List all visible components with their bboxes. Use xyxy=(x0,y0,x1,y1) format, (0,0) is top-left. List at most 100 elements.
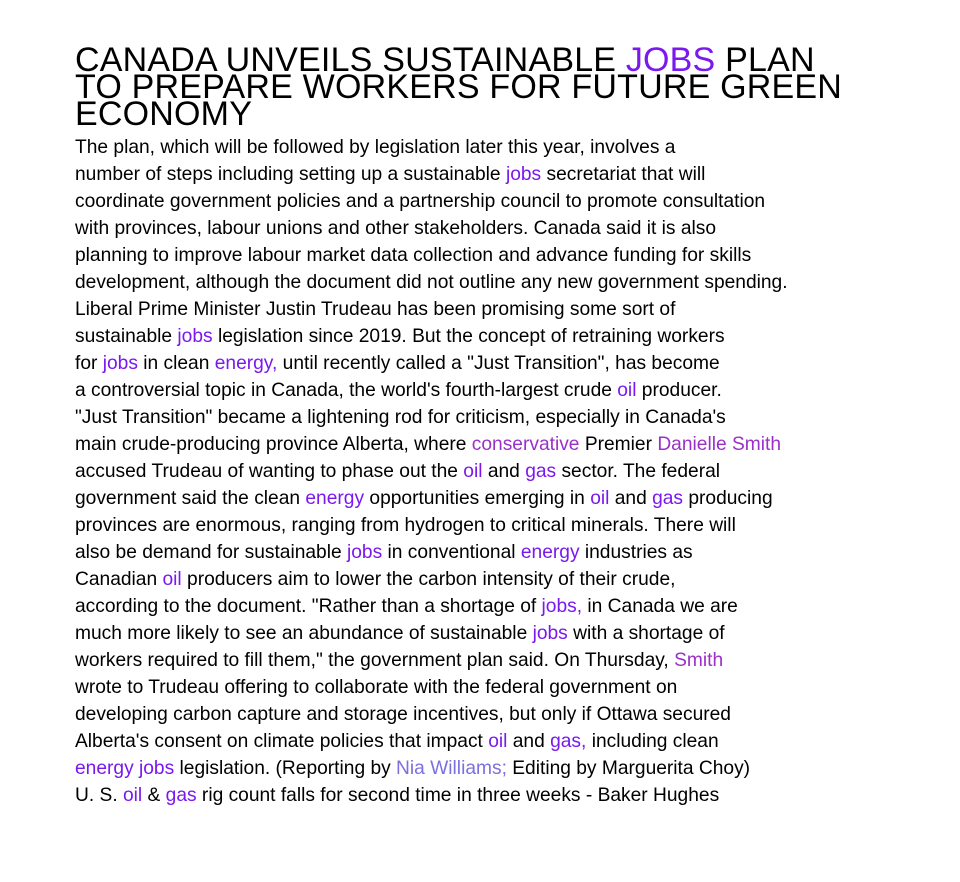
text-segment: legislation since 2019. But the concept … xyxy=(212,326,725,347)
highlighted-keyword: jobs xyxy=(102,353,138,374)
text-segment: U. S. xyxy=(75,785,123,806)
body-line: number of steps including setting up a s… xyxy=(75,161,955,188)
highlighted-keyword: oil xyxy=(617,380,637,401)
body-line: main crude-producing province Alberta, w… xyxy=(75,431,955,458)
text-segment: TO PREPARE WORKERS FOR FUTURE GREEN xyxy=(75,68,843,106)
text-segment: until recently called a "Just Transition… xyxy=(277,353,720,374)
text-segment: according to the document. "Rather than … xyxy=(75,596,542,617)
body-line: The plan, which will be followed by legi… xyxy=(75,134,955,161)
text-segment: sector. The federal xyxy=(556,461,721,482)
text-segment: sustainable xyxy=(75,326,178,347)
body-line: wrote to Trudeau offering to collaborate… xyxy=(75,674,955,701)
text-segment: main crude-producing province Alberta, w… xyxy=(75,434,472,455)
text-segment: "Just Transition" became a lightening ro… xyxy=(75,407,726,428)
body-line: provinces are enormous, ranging from hyd… xyxy=(75,512,955,539)
headline-line: TO PREPARE WORKERS FOR FUTURE GREEN xyxy=(75,65,955,106)
body-line: for jobs in clean energy, until recently… xyxy=(75,350,955,377)
highlighted-keyword: energy xyxy=(520,542,580,563)
text-segment: The plan, which will be followed by legi… xyxy=(75,137,676,158)
text-segment: secretariat that will xyxy=(541,164,706,185)
article: CANADA UNVEILS SUSTAINABLE JOBS PLAN TO P… xyxy=(75,38,955,809)
text-segment: wrote to Trudeau offering to collaborate… xyxy=(75,677,678,698)
headline-line: CANADA UNVEILS SUSTAINABLE JOBS PLAN xyxy=(75,38,955,79)
body-line: Liberal Prime Minister Justin Trudeau ha… xyxy=(75,296,955,323)
article-headline: CANADA UNVEILS SUSTAINABLE JOBS PLAN TO P… xyxy=(75,38,955,133)
text-segment: CANADA UNVEILS SUSTAINABLE xyxy=(75,41,626,79)
highlighted-keyword: gas, xyxy=(550,731,587,752)
text-segment: and xyxy=(609,488,653,509)
text-segment: producer. xyxy=(636,380,722,401)
text-segment: accused Trudeau of wanting to phase out … xyxy=(75,461,464,482)
highlighted-keyword: energy, xyxy=(214,353,278,374)
text-segment: workers required to fill them," the gove… xyxy=(75,650,675,671)
text-segment: PLAN xyxy=(715,41,815,79)
text-segment: and xyxy=(482,461,526,482)
text-segment: & xyxy=(142,785,166,806)
highlighted-keyword: jobs xyxy=(347,542,383,563)
highlighted-keyword: jobs xyxy=(532,623,568,644)
text-segment: for xyxy=(75,353,103,374)
body-line: sustainable jobs legislation since 2019.… xyxy=(75,323,955,350)
body-line: development, although the document did n… xyxy=(75,269,955,296)
body-line: U. S. oil & gas rig count falls for seco… xyxy=(75,782,955,809)
text-segment: government said the clean xyxy=(75,488,306,509)
text-segment: Liberal Prime Minister Justin Trudeau ha… xyxy=(75,299,676,320)
body-line: developing carbon capture and storage in… xyxy=(75,701,955,728)
text-segment: Canadian xyxy=(75,569,163,590)
body-line: Canadian oil producers aim to lower the … xyxy=(75,566,955,593)
text-segment: planning to improve labour market data c… xyxy=(75,245,752,266)
text-segment: Premier xyxy=(579,434,658,455)
body-line: coordinate government policies and a par… xyxy=(75,188,955,215)
article-body: The plan, which will be followed by legi… xyxy=(75,134,955,809)
highlighted-keyword: oil xyxy=(122,785,143,806)
text-segment: number of steps including setting up a s… xyxy=(75,164,506,185)
highlighted-keyword: conservative xyxy=(471,434,580,455)
body-line: a controversial topic in Canada, the wor… xyxy=(75,377,955,404)
text-segment: and xyxy=(507,731,551,752)
text-segment: Editing by Marguerita Choy) xyxy=(506,758,751,779)
body-line: also be demand for sustainable jobs in c… xyxy=(75,539,955,566)
body-line: workers required to fill them," the gove… xyxy=(75,647,955,674)
text-segment: much more likely to see an abundance of … xyxy=(75,623,533,644)
highlighted-keyword: oil xyxy=(463,461,483,482)
body-line: energy jobs legislation. (Reporting by N… xyxy=(75,755,955,782)
highlighted-keyword: oil xyxy=(488,731,508,752)
text-segment: in clean xyxy=(137,353,215,374)
highlighted-keyword: jobs, xyxy=(541,596,583,617)
text-segment: coordinate government policies and a par… xyxy=(75,191,766,212)
body-line: planning to improve labour market data c… xyxy=(75,242,955,269)
text-segment: development, although the document did n… xyxy=(75,272,788,293)
highlighted-keyword: oil xyxy=(590,488,610,509)
text-segment: producers aim to lower the carbon intens… xyxy=(181,569,676,590)
text-segment: producing xyxy=(683,488,773,509)
text-segment: legislation. (Reporting by xyxy=(174,758,397,779)
text-segment: opportunities emerging in xyxy=(364,488,591,509)
body-line: government said the clean energy opportu… xyxy=(75,485,955,512)
highlighted-keyword: Nia Williams; xyxy=(396,758,507,779)
text-segment: industries as xyxy=(579,542,693,563)
highlighted-keyword: energy jobs xyxy=(75,758,175,779)
body-line: much more likely to see an abundance of … xyxy=(75,620,955,647)
highlighted-keyword: JOBS xyxy=(625,41,716,79)
text-segment: with a shortage of xyxy=(567,623,725,644)
text-segment: also be demand for sustainable xyxy=(75,542,347,563)
text-segment: a controversial topic in Canada, the wor… xyxy=(75,380,618,401)
text-segment: provinces are enormous, ranging from hyd… xyxy=(75,515,736,536)
body-line: Alberta's consent on climate policies th… xyxy=(75,728,955,755)
highlighted-keyword: oil xyxy=(162,569,182,590)
headline-line: ECONOMY xyxy=(75,92,955,133)
body-line: with provinces, labour unions and other … xyxy=(75,215,955,242)
highlighted-keyword: gas xyxy=(652,488,684,509)
highlighted-keyword: jobs xyxy=(177,326,213,347)
text-segment: with provinces, labour unions and other … xyxy=(75,218,717,239)
highlighted-keyword: gas xyxy=(525,461,557,482)
text-segment: Alberta's consent on climate policies th… xyxy=(75,731,489,752)
body-line: accused Trudeau of wanting to phase out … xyxy=(75,458,955,485)
text-segment: developing carbon capture and storage in… xyxy=(75,704,731,725)
highlighted-keyword: gas xyxy=(165,785,197,806)
highlighted-keyword: energy xyxy=(305,488,365,509)
text-segment: rig count falls for second time in three… xyxy=(196,785,720,806)
body-line: "Just Transition" became a lightening ro… xyxy=(75,404,955,431)
highlighted-keyword: Danielle Smith xyxy=(657,434,782,455)
text-segment: ECONOMY xyxy=(75,95,253,133)
